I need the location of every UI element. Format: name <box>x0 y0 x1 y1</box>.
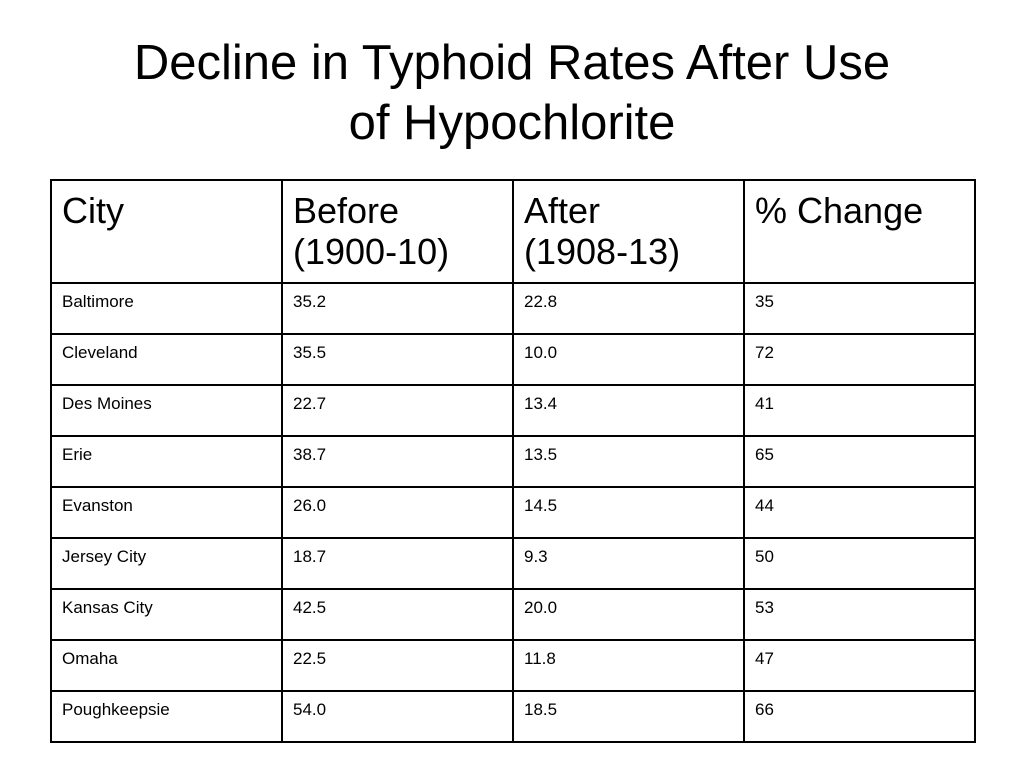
table-row: Baltimore 35.2 22.8 35 <box>50 282 976 335</box>
table-header: City Before (1900-10) After (1908-13) % … <box>50 179 976 284</box>
cell-percent-change: 53 <box>743 588 976 641</box>
cell-percent-change: 44 <box>743 486 976 539</box>
cell-after: 11.8 <box>512 639 745 692</box>
cell-before: 18.7 <box>281 537 514 590</box>
cell-after: 9.3 <box>512 537 745 590</box>
cell-after: 10.0 <box>512 333 745 386</box>
cell-before: 35.5 <box>281 333 514 386</box>
header-city: City <box>50 179 283 284</box>
header-before: Before (1900-10) <box>281 179 514 284</box>
table-row: Poughkeepsie 54.0 18.5 66 <box>50 690 976 743</box>
cell-city: Omaha <box>50 639 283 692</box>
header-after-years: (1908-13) <box>524 231 681 272</box>
table-row: Kansas City 42.5 20.0 53 <box>50 588 976 641</box>
table-row: Erie 38.7 13.5 65 <box>50 435 976 488</box>
cell-after: 22.8 <box>512 282 745 335</box>
cell-percent-change: 65 <box>743 435 976 488</box>
header-percent-change: % Change <box>743 179 976 284</box>
cell-city: Poughkeepsie <box>50 690 283 743</box>
cell-percent-change: 41 <box>743 384 976 437</box>
cell-before: 42.5 <box>281 588 514 641</box>
cell-city: Evanston <box>50 486 283 539</box>
cell-before: 35.2 <box>281 282 514 335</box>
cell-after: 13.4 <box>512 384 745 437</box>
cell-city: Kansas City <box>50 588 283 641</box>
header-before-years: (1900-10) <box>293 231 450 272</box>
cell-percent-change: 47 <box>743 639 976 692</box>
cell-city: Baltimore <box>50 282 283 335</box>
cell-city: Erie <box>50 435 283 488</box>
cell-city: Cleveland <box>50 333 283 386</box>
slide-title-line-1: Decline in Typhoid Rates After Use <box>133 36 891 90</box>
cell-percent-change: 72 <box>743 333 976 386</box>
cell-percent-change: 35 <box>743 282 976 335</box>
header-before-label: Before <box>293 190 400 231</box>
table-row: Evanston 26.0 14.5 44 <box>50 486 976 539</box>
cell-percent-change: 50 <box>743 537 976 590</box>
cell-after: 20.0 <box>512 588 745 641</box>
typhoid-rates-table: City Before (1900-10) After (1908-13) % … <box>50 179 976 743</box>
cell-before: 22.7 <box>281 384 514 437</box>
cell-before: 22.5 <box>281 639 514 692</box>
cell-after: 18.5 <box>512 690 745 743</box>
cell-before: 38.7 <box>281 435 514 488</box>
header-city-label: City <box>62 190 124 231</box>
cell-after: 13.5 <box>512 435 745 488</box>
slide-title-line-2: of Hypochlorite <box>348 96 676 150</box>
slide-title: Decline in Typhoid Rates After Use of Hy… <box>0 33 1024 153</box>
header-percent-change-label: % Change <box>755 190 924 231</box>
cell-percent-change: 66 <box>743 690 976 743</box>
header-after-label: After <box>524 190 601 231</box>
cell-city: Jersey City <box>50 537 283 590</box>
cell-before: 26.0 <box>281 486 514 539</box>
table-row: Jersey City 18.7 9.3 50 <box>50 537 976 590</box>
table-row: Cleveland 35.5 10.0 72 <box>50 333 976 386</box>
cell-before: 54.0 <box>281 690 514 743</box>
cell-after: 14.5 <box>512 486 745 539</box>
header-row: City Before (1900-10) After (1908-13) % … <box>50 179 976 284</box>
cell-city: Des Moines <box>50 384 283 437</box>
header-after: After (1908-13) <box>512 179 745 284</box>
table-row: Omaha 22.5 11.8 47 <box>50 639 976 692</box>
table-body: Baltimore 35.2 22.8 35 Cleveland 35.5 10… <box>50 282 976 743</box>
table-row: Des Moines 22.7 13.4 41 <box>50 384 976 437</box>
